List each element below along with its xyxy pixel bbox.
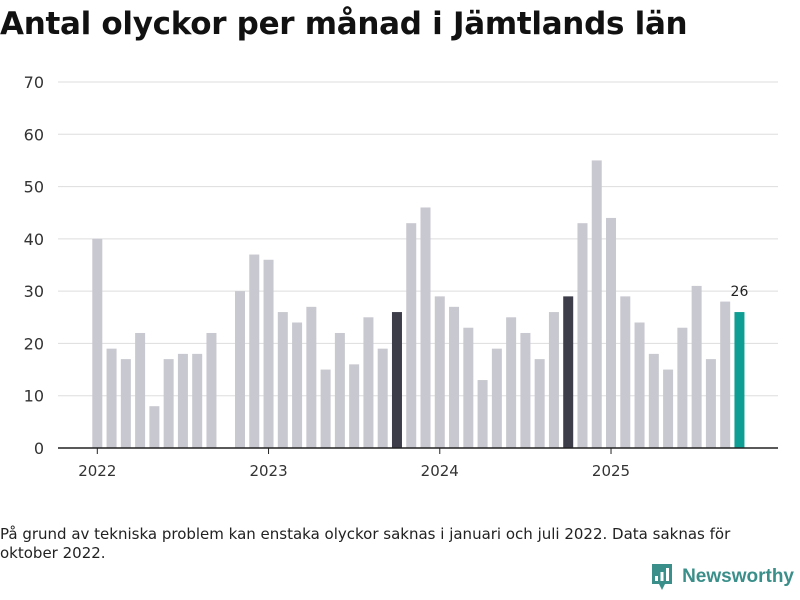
bar-2024-01 (434, 296, 445, 448)
y-tick-label: 0 (34, 439, 44, 458)
bar-2025-01 (606, 217, 617, 448)
bar-2025-10 (734, 312, 745, 448)
bar-2024-11 (577, 223, 588, 448)
bar-2023-04 (306, 306, 317, 448)
bar-2023-06 (334, 332, 345, 448)
bar-2025-09 (720, 301, 731, 448)
bar-2024-05 (491, 348, 502, 448)
brand-name: Newsworthy (682, 566, 794, 587)
bar-2025-04 (648, 353, 659, 448)
bar-2024-07 (520, 332, 531, 448)
bar-2022-06 (163, 359, 174, 448)
bar-2022-07 (177, 353, 188, 448)
bar-2022-04 (135, 332, 146, 448)
bar-2024-06 (506, 317, 517, 448)
bar-2025-08 (705, 359, 716, 448)
x-tick-label: 2022 (78, 462, 116, 480)
bar-2023-02 (277, 312, 288, 448)
bars (92, 160, 745, 448)
bar-2024-12 (591, 160, 602, 448)
y-tick-label: 20 (24, 334, 44, 353)
y-tick-label: 50 (24, 178, 44, 197)
bar-2022-11 (235, 291, 245, 448)
x-tick-label: 2025 (592, 462, 630, 480)
bar-2023-01 (263, 259, 274, 448)
bar-2023-05 (320, 369, 331, 448)
y-axis-ticks: 0 10 20 30 40 50 60 70 (24, 73, 44, 458)
bar-chart: 0 10 20 30 40 50 60 70 2022 2023 2024 2025 26 (24, 73, 778, 480)
y-tick-label: 60 (24, 125, 44, 144)
latest-value-label: 26 (731, 284, 749, 300)
y-tick-label: 70 (24, 73, 44, 92)
bar-2025-02 (620, 296, 631, 448)
bar-2022-05 (149, 406, 160, 448)
brand-logo[interactable]: Newsworthy (650, 562, 794, 592)
bar-2023-08 (363, 317, 374, 448)
data-labels: 26 (731, 284, 749, 300)
y-tick-label: 30 (24, 282, 44, 301)
bar-2024-02 (449, 306, 460, 448)
x-tick-label: 2024 (421, 462, 459, 480)
bar-2023-09 (377, 348, 388, 448)
x-axis: 2022 2023 2024 2025 (58, 447, 778, 480)
bar-2024-10 (563, 296, 574, 448)
bar-2025-07 (691, 285, 702, 448)
bar-2022-02 (106, 348, 117, 448)
chart-title: Antal olyckor per månad i Jämtlands län (0, 6, 688, 42)
bar-2025-03 (634, 322, 645, 448)
bar-2022-12 (249, 254, 260, 448)
bar-2023-03 (292, 322, 303, 448)
newsworthy-icon (652, 564, 673, 590)
bar-2023-07 (349, 364, 360, 448)
bar-2024-09 (548, 312, 559, 448)
bar-2022-03 (120, 359, 131, 448)
bar-2023-12 (420, 207, 431, 448)
bar-2024-04 (477, 380, 488, 448)
bar-2025-06 (677, 327, 688, 448)
bar-2024-08 (534, 359, 545, 448)
bar-2022-09 (206, 332, 217, 448)
y-tick-label: 40 (24, 230, 44, 249)
bar-2022-01 (92, 238, 103, 448)
bar-2023-11 (406, 223, 417, 448)
bar-2024-03 (463, 327, 474, 448)
bar-2025-05 (663, 369, 674, 448)
bar-2022-08 (192, 353, 203, 448)
bar-2023-10 (391, 312, 402, 448)
y-tick-label: 10 (24, 387, 44, 406)
gridlines (58, 81, 778, 397)
footnote: På grund av tekniska problem kan enstaka… (0, 525, 731, 562)
x-tick-label: 2023 (249, 462, 287, 480)
